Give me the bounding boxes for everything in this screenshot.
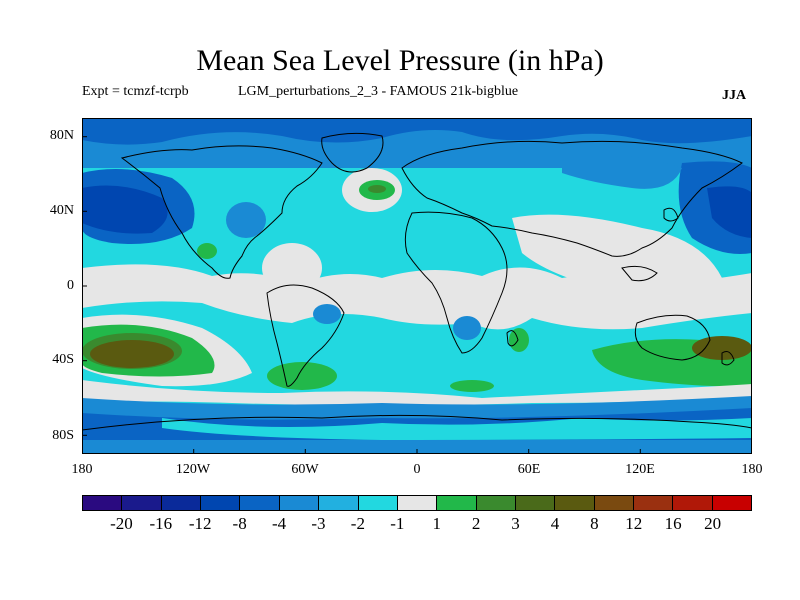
field-npac-core-e <box>707 186 752 238</box>
experiment-label: Expt = tcmzf-tcrpb <box>82 84 189 99</box>
pressure-map <box>82 118 752 454</box>
field-africa-low <box>453 316 481 340</box>
lat-tick-80s: 80S <box>52 428 74 443</box>
lon-tick-180w: 180 <box>71 462 93 477</box>
field-asia-white <box>512 214 722 296</box>
colorbar-label: 3 <box>511 514 520 533</box>
coastlines <box>82 132 752 431</box>
coast-eurasia <box>401 140 743 257</box>
colorbar-label: -2 <box>350 514 365 533</box>
field-satl-high <box>267 362 337 390</box>
lat-tick-40n: 40N <box>49 203 74 218</box>
field-madag-high <box>509 328 529 352</box>
colorbar-swatch <box>279 496 320 510</box>
coast-australia <box>634 314 711 361</box>
coast-greenland <box>321 132 384 173</box>
colorbar-swatch <box>555 496 595 510</box>
colorbar-label: -1 <box>390 514 405 533</box>
colorbar-label: 2 <box>471 514 481 533</box>
field-samer-low <box>313 304 341 324</box>
colorbar-label: -3 <box>311 514 326 533</box>
axis-ticks <box>82 136 641 454</box>
lat-tick-0: 0 <box>67 278 74 293</box>
field-namer-high <box>197 243 217 259</box>
coast-south-america <box>266 284 345 387</box>
field-sind-high <box>450 380 494 392</box>
colorbar-label: 12 <box>625 514 643 533</box>
coast-japan <box>663 207 679 222</box>
colorbar-swatch <box>83 496 123 510</box>
colorbar-swatch <box>515 496 556 510</box>
field-asia-blue <box>562 154 682 189</box>
colorbar-label: -4 <box>271 514 287 533</box>
colorbar-swatch <box>397 496 438 510</box>
colorbar-label: 4 <box>550 514 560 533</box>
colorbar-label: 8 <box>590 514 599 533</box>
colorbar-label: -8 <box>232 514 247 533</box>
field-aus-core <box>692 336 752 360</box>
field-so-cyan <box>162 418 752 440</box>
coast-north-america <box>120 145 323 279</box>
coast-africa <box>404 211 508 354</box>
colorbar-swatch <box>712 496 752 510</box>
colorbar-label: 20 <box>704 514 722 533</box>
colorbar-swatch <box>476 496 516 510</box>
colorbar-label: -16 <box>149 514 173 533</box>
colorbar-label: -12 <box>188 514 212 533</box>
field-antarctic <box>82 440 752 454</box>
lat-tick-80n: 80N <box>49 128 74 143</box>
colorbar-swatch <box>240 496 280 510</box>
colorbar-label: -20 <box>110 514 133 533</box>
lat-tick-40s: 40S <box>52 352 74 367</box>
field-south-white <box>82 380 752 406</box>
field-natl-core <box>368 185 386 193</box>
colorbar-label: 1 <box>432 514 441 533</box>
field-npac-core-w <box>82 185 168 234</box>
field-arctic-deep <box>82 118 752 145</box>
colorbar-swatch <box>437 496 477 510</box>
lon-tick-180e: 180 <box>741 462 763 477</box>
colorbar-swatch <box>634 496 674 510</box>
plot-title: Mean Sea Level Pressure (in hPa) <box>196 44 604 77</box>
season-label: JJA <box>722 88 747 103</box>
colorbar-swatch <box>122 496 162 510</box>
lon-tick-60w: 60W <box>291 462 319 477</box>
lon-tick-0: 0 <box>413 462 421 477</box>
coast-antarctica <box>82 414 752 431</box>
colorbar-label: 16 <box>664 514 682 533</box>
colorbar-swatch <box>319 496 359 510</box>
field-spac-core2 <box>90 340 174 368</box>
lon-tick-120e: 120E <box>625 462 655 477</box>
colorbar <box>82 495 752 511</box>
coast-madagascar <box>506 330 519 347</box>
colorbar-swatch <box>594 496 635 510</box>
colorbar-swatch <box>161 496 202 510</box>
lon-tick-60e: 60E <box>517 462 541 477</box>
coast-indonesia <box>621 265 658 282</box>
run-label: LGM_perturbations_2_3 - FAMOUS 21k-bigbl… <box>238 84 519 99</box>
colorbar-swatch <box>201 496 241 510</box>
lon-tick-120w: 120W <box>175 462 211 477</box>
colorbar-swatch <box>358 496 398 510</box>
field-namer-low <box>226 202 266 238</box>
colorbar-swatch <box>673 496 713 510</box>
coast-new-zealand <box>721 351 735 366</box>
